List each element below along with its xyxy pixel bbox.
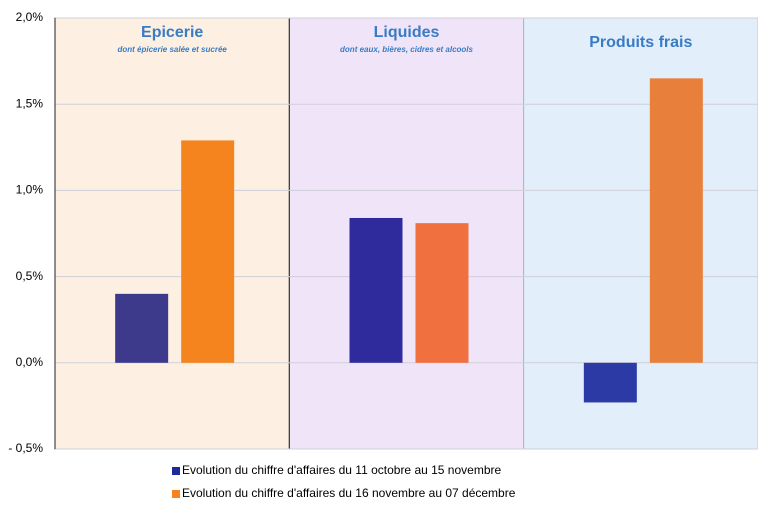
legend-label: Evolution du chiffre d'affaires du 11 oc… xyxy=(182,463,501,477)
panel-subtitle: dont eaux, bières, cidres et alcools xyxy=(340,45,473,54)
panel-title: Liquides xyxy=(374,24,440,41)
y-tick-label: 1,0% xyxy=(16,183,44,197)
bar xyxy=(649,78,703,363)
bar xyxy=(415,223,469,363)
panel-title: Epicerie xyxy=(141,24,203,41)
panel xyxy=(54,17,290,450)
panel-subtitle: dont épicerie salée et sucrée xyxy=(117,45,227,54)
bar xyxy=(181,140,235,363)
panel xyxy=(288,17,525,450)
y-tick-label: 0,5% xyxy=(16,269,44,283)
panel-title: Produits frais xyxy=(589,34,692,51)
legend-label: Evolution du chiffre d'affaires du 16 no… xyxy=(182,486,516,500)
panel xyxy=(523,17,758,450)
bar xyxy=(349,217,403,363)
bar xyxy=(583,362,637,403)
y-tick-label: 2,0% xyxy=(16,10,44,24)
legend-swatch xyxy=(172,467,180,475)
y-tick-label: - 0,5% xyxy=(8,441,43,455)
y-tick-label: 1,5% xyxy=(16,96,44,110)
bar xyxy=(115,293,169,363)
y-tick-label: 0,0% xyxy=(16,355,44,369)
legend-swatch xyxy=(172,490,180,498)
